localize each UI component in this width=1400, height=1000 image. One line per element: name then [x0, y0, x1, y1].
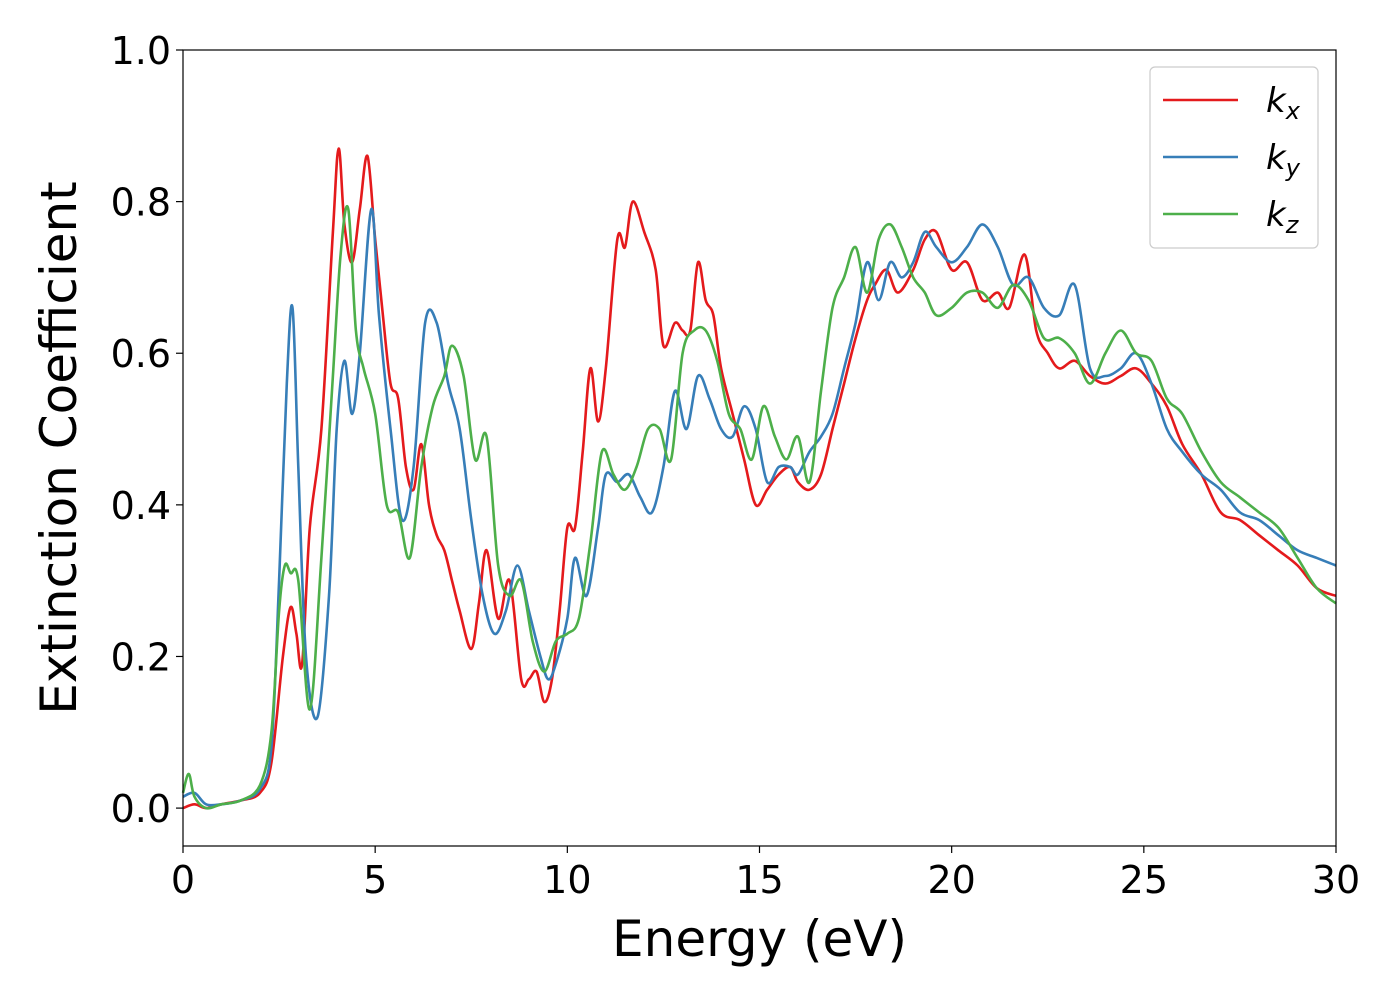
x-tick-label: 10 — [543, 858, 591, 902]
y-tick-label: 0.0 — [111, 787, 171, 831]
y-axis-label: Extinction Coefficient — [30, 181, 88, 715]
y-axis-ticks: 0.0 0.2 0.4 0.6 0.8 1.0 — [111, 29, 183, 831]
x-axis-label: Energy (eV) — [612, 910, 907, 968]
series-lines — [181, 147, 1337, 810]
x-tick-label: 25 — [1120, 858, 1168, 902]
y-tick-label: 0.4 — [111, 484, 171, 528]
x-tick-label: 30 — [1312, 858, 1360, 902]
x-tick-label: 5 — [363, 858, 387, 902]
series-line-kz — [181, 205, 1337, 810]
x-tick-label: 15 — [735, 858, 783, 902]
x-tick-label: 0 — [171, 858, 195, 902]
x-tick-label: 20 — [927, 858, 975, 902]
y-tick-label: 0.6 — [111, 332, 171, 376]
y-tick-label: 0.2 — [111, 635, 171, 679]
series-line-ky — [182, 207, 1337, 807]
x-axis-ticks: 0 5 10 15 20 25 30 — [171, 846, 1360, 902]
y-tick-label: 1.0 — [111, 29, 171, 73]
y-tick-label: 0.8 — [111, 181, 171, 225]
